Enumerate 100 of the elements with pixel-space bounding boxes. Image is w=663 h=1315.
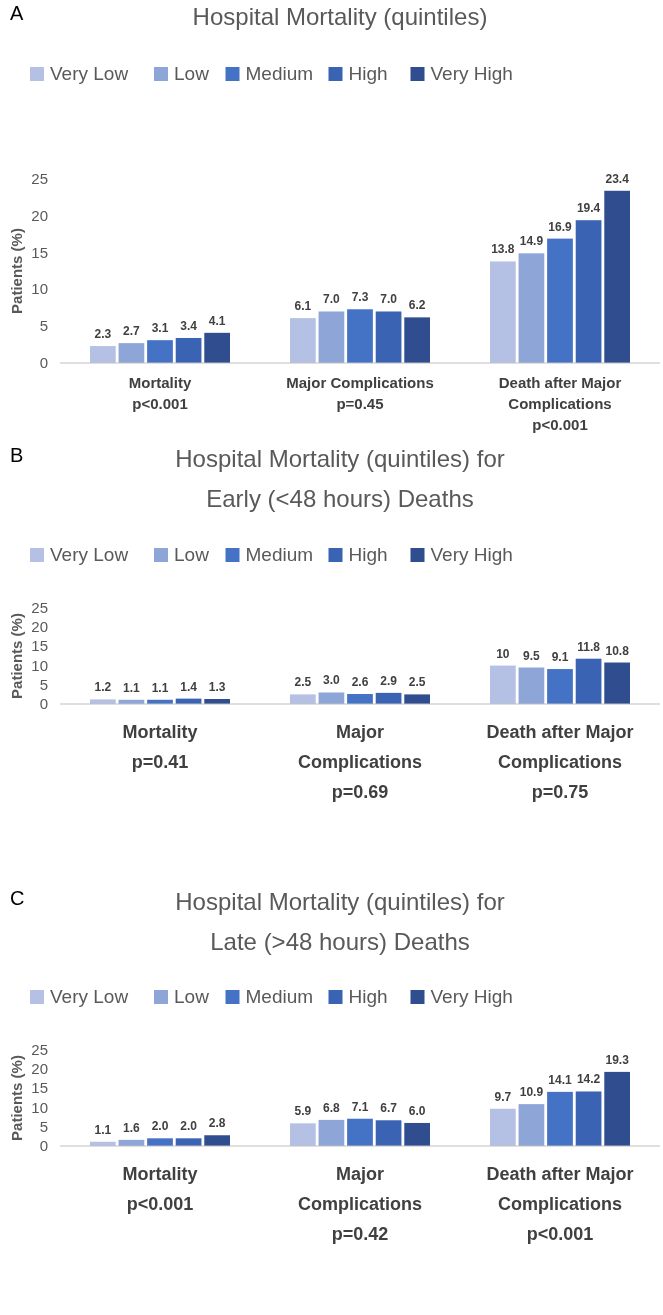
text: C	[10, 887, 25, 909]
bar	[547, 238, 573, 363]
data-label: 9.7	[494, 1089, 512, 1104]
bar	[318, 311, 345, 363]
data-label: 2.5	[408, 675, 426, 690]
bar	[490, 261, 516, 363]
data-label: 1.4	[180, 679, 198, 694]
bar	[318, 1119, 345, 1146]
bar	[375, 311, 402, 363]
legend-label: Medium	[245, 63, 314, 84]
chart-title: Hospital Mortality (quintiles) for Early (<48 hours) Deaths	[175, 445, 505, 512]
data-label: 23.4	[605, 171, 630, 186]
bar	[375, 1120, 402, 1146]
x-tick-label: Major Complications p=0.45	[286, 374, 434, 412]
y-tick-label: 25	[31, 1041, 48, 1058]
legend-label: High	[348, 63, 388, 84]
data-label: 4.1	[208, 313, 226, 328]
y-axis-title: Patients (%)	[8, 1055, 25, 1141]
data-label: 6.8	[323, 1100, 341, 1115]
data-label: 14.9	[519, 234, 544, 249]
data-label: 3.4	[180, 318, 198, 333]
bar	[118, 343, 145, 363]
y-tick-label: 0	[39, 354, 48, 371]
legend-label: High	[348, 544, 388, 565]
text: B	[10, 444, 24, 466]
x-tick-label: Major Complications p=0.42	[297, 1164, 423, 1244]
bar	[575, 1091, 602, 1146]
bar	[404, 1122, 430, 1146]
bar	[604, 190, 630, 363]
x-tick-label: Death after Major Complications p=0.75	[486, 722, 634, 802]
data-label: 19.4	[576, 201, 601, 216]
data-label: 2.0	[180, 1119, 198, 1134]
data-label: 7.1	[351, 1099, 369, 1114]
y-tick-label: 10	[31, 280, 48, 298]
legend-label: Low	[174, 63, 210, 84]
data-label: 10.9	[519, 1085, 544, 1100]
bar	[147, 340, 173, 363]
x-tick-label: Major Complications p=0.69	[297, 722, 423, 802]
data-label: 3.0	[323, 673, 341, 688]
bar	[290, 318, 316, 363]
legend-label: Medium	[245, 544, 314, 565]
bar	[575, 220, 602, 363]
text: A	[10, 2, 24, 24]
data-label: 7.3	[351, 290, 369, 305]
bar	[404, 317, 430, 363]
data-label: 19.3	[605, 1052, 630, 1067]
bar	[604, 662, 630, 704]
legend-label: Very High	[430, 63, 513, 84]
y-tick-label: 0	[39, 695, 48, 712]
data-label: 7.0	[323, 292, 341, 307]
bar	[175, 337, 202, 363]
bar	[318, 692, 345, 704]
bar	[290, 694, 316, 704]
data-label: 1.1	[151, 680, 169, 695]
y-tick-label: 0	[39, 1137, 48, 1154]
bar	[147, 1138, 173, 1146]
data-label: 2.6	[351, 675, 369, 690]
data-label: 14.2	[576, 1072, 601, 1087]
data-label: 2.8	[208, 1116, 226, 1131]
legend-label: Very High	[430, 986, 513, 1007]
bar	[204, 1135, 230, 1146]
bar	[347, 309, 373, 363]
data-label: 7.0	[380, 292, 398, 307]
data-label: 2.3	[94, 327, 112, 342]
data-label: 16.9	[548, 219, 572, 234]
y-tick-label: 5	[39, 1117, 48, 1135]
x-tick-label: Death after Major Complications p<0.001	[486, 1164, 634, 1244]
data-label: 10	[496, 646, 510, 661]
data-label: 2.9	[380, 673, 398, 688]
legend-label: Very Low	[50, 544, 129, 565]
data-label: 9.5	[523, 648, 541, 663]
data-label: 10.8	[605, 643, 630, 658]
y-tick-label: 20	[31, 618, 48, 636]
legend-label: Very High	[430, 544, 513, 565]
bar	[547, 669, 573, 704]
x-tick-label: Mortality p<0.001	[122, 1164, 198, 1214]
data-label: 1.6	[123, 1120, 141, 1135]
data-label: 2.0	[151, 1119, 169, 1134]
x-tick-label: Death after Major Complications p<0.001	[498, 374, 622, 433]
y-tick-label: 5	[39, 317, 48, 335]
legend-label: High	[348, 986, 388, 1007]
y-tick-label: 15	[31, 1079, 48, 1097]
y-tick-label: 15	[31, 637, 48, 655]
data-label: 1.2	[94, 680, 112, 695]
y-tick-label: 25	[31, 599, 48, 616]
data-label: 6.7	[380, 1101, 398, 1116]
data-label: 14.1	[548, 1072, 572, 1087]
data-label: 6.2	[408, 298, 426, 313]
legend-label: Very Low	[50, 986, 129, 1007]
data-label: 1.1	[94, 1122, 112, 1137]
legend-label: Low	[174, 986, 210, 1007]
data-label: 5.9	[294, 1104, 312, 1119]
y-tick-label: 25	[31, 170, 48, 187]
chart-title: Hospital Mortality (quintiles)	[192, 3, 488, 30]
data-label: 11.8	[577, 639, 601, 654]
y-tick-label: 15	[31, 243, 48, 261]
bar	[347, 1118, 373, 1146]
x-tick-label: Mortality p<0.001	[128, 374, 192, 412]
bar	[575, 658, 602, 704]
y-axis-title: Patients (%)	[8, 228, 25, 314]
